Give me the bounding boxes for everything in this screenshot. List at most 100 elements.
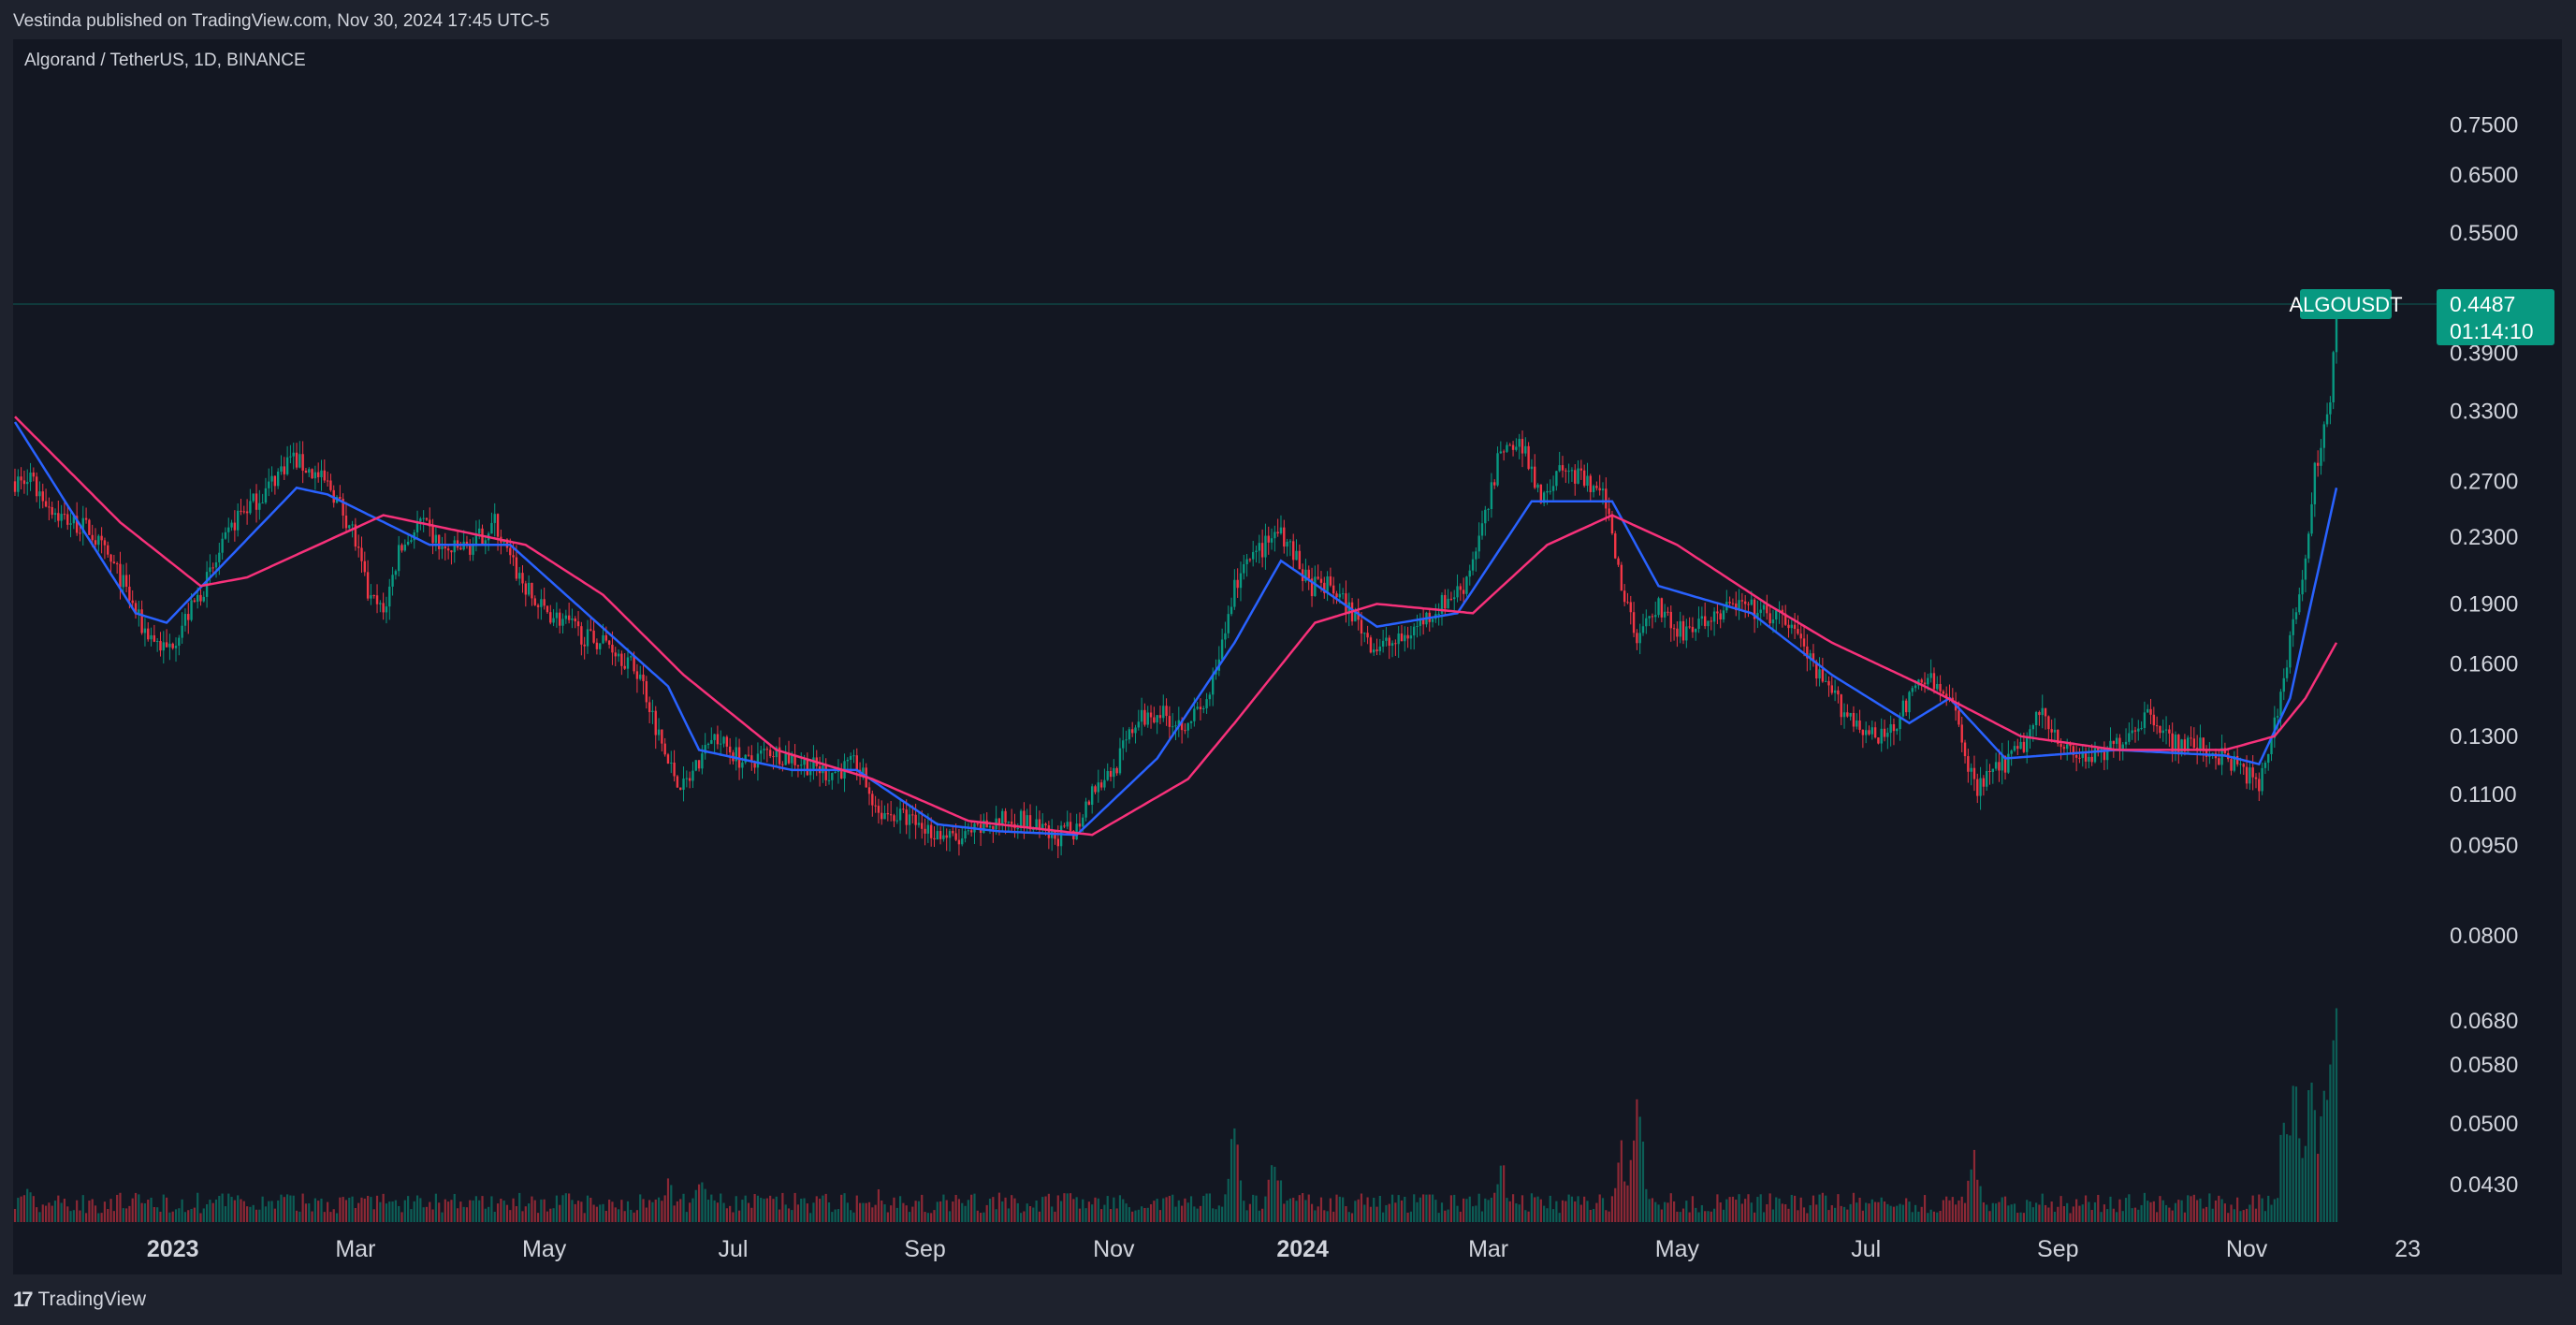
volume-bar bbox=[505, 1204, 509, 1222]
volume-bar bbox=[375, 1195, 379, 1222]
candle-body bbox=[648, 702, 651, 712]
volume-bar bbox=[1258, 1210, 1260, 1222]
volume-bar bbox=[2010, 1204, 2013, 1222]
volume-bar bbox=[1477, 1193, 1480, 1222]
price-axis-label: 0.2700 bbox=[2450, 469, 2518, 494]
candle-body bbox=[1258, 543, 1261, 551]
volume-bar bbox=[1901, 1204, 1904, 1222]
candle-body bbox=[258, 502, 261, 510]
volume-bar bbox=[1149, 1203, 1153, 1222]
candle-body bbox=[580, 626, 583, 645]
candle-body bbox=[1153, 717, 1156, 723]
candle-body bbox=[1162, 706, 1165, 719]
candle-body bbox=[1447, 598, 1449, 609]
volume-bar bbox=[812, 1202, 815, 1222]
volume-bar bbox=[382, 1193, 385, 1222]
volume-bar bbox=[363, 1198, 366, 1222]
candle-body bbox=[651, 710, 654, 712]
volume-bar bbox=[982, 1212, 985, 1222]
volume-bar bbox=[1354, 1201, 1357, 1222]
candle-body bbox=[2031, 725, 2035, 730]
volume-bar bbox=[1329, 1198, 1332, 1222]
volume-bar bbox=[661, 1201, 663, 1222]
candle-body bbox=[94, 540, 97, 546]
candle-body bbox=[1899, 716, 1901, 730]
time-axis[interactable]: 2023 Mar May Jul Sep Nov 2024 Mar May Jul Sep Nov 23 bbox=[147, 1236, 2421, 1262]
candle-body bbox=[410, 540, 413, 542]
volume-bar bbox=[760, 1198, 763, 1222]
volume-bar bbox=[398, 1205, 400, 1222]
candle-body bbox=[1561, 465, 1565, 471]
candle-body bbox=[233, 522, 237, 531]
candle-body bbox=[1846, 712, 1849, 717]
volume-bar bbox=[877, 1189, 880, 1222]
price-axis[interactable]: 0.75000.65000.55000.39000.33000.27000.23… bbox=[2450, 112, 2518, 1198]
volume-bar bbox=[846, 1202, 849, 1222]
volume-bar bbox=[1660, 1209, 1663, 1222]
candle-body bbox=[245, 511, 249, 514]
candle-body bbox=[199, 594, 202, 602]
volume-bar bbox=[533, 1200, 536, 1222]
candle-body bbox=[1914, 685, 1917, 689]
volume-bar bbox=[429, 1201, 431, 1222]
candle-body bbox=[1991, 768, 1995, 772]
volume-bar bbox=[1338, 1196, 1341, 1222]
candle-body bbox=[939, 831, 942, 839]
candle-body bbox=[2285, 667, 2289, 678]
volume-bar bbox=[313, 1198, 316, 1222]
volume-bar bbox=[2310, 1082, 2313, 1222]
volume-bar bbox=[720, 1193, 722, 1222]
volume-bar bbox=[673, 1205, 676, 1222]
candle-body bbox=[2026, 736, 2029, 752]
volume-bar bbox=[1558, 1213, 1561, 1222]
volume-bar bbox=[2059, 1196, 2062, 1222]
volume-bar bbox=[264, 1206, 268, 1222]
candle-body bbox=[2143, 712, 2147, 728]
volume-bar bbox=[447, 1201, 450, 1222]
volume-bar bbox=[2050, 1201, 2053, 1222]
volume-bar bbox=[339, 1197, 342, 1222]
candle-body bbox=[202, 596, 205, 602]
candle-body bbox=[196, 594, 199, 603]
candle-body bbox=[1759, 609, 1762, 614]
candle-body bbox=[1260, 543, 1264, 558]
volume-bar bbox=[2112, 1208, 2115, 1222]
candle-body bbox=[2320, 447, 2322, 466]
volume-bar bbox=[1697, 1212, 1700, 1222]
candle-body bbox=[2038, 711, 2041, 716]
candle-body bbox=[178, 637, 181, 647]
volume-bar bbox=[1740, 1203, 1743, 1222]
candle-body bbox=[181, 625, 183, 638]
candle-body bbox=[122, 575, 124, 588]
candle-body bbox=[1158, 715, 1162, 719]
candle-body bbox=[778, 747, 781, 764]
candle-body bbox=[1629, 602, 1632, 613]
volume-bar bbox=[453, 1193, 456, 1222]
volume-bar bbox=[1060, 1201, 1063, 1222]
tradingview-logo[interactable]: 17 TradingView bbox=[13, 1288, 146, 1312]
candle-body bbox=[1248, 559, 1252, 561]
volume-bar bbox=[1638, 1116, 1641, 1222]
candle-body bbox=[1137, 721, 1141, 728]
candle-body bbox=[793, 755, 796, 765]
volume-bar bbox=[691, 1198, 694, 1222]
volume-bar bbox=[459, 1201, 462, 1222]
volume-bar bbox=[1731, 1196, 1735, 1222]
volume-bar bbox=[1842, 1206, 1846, 1222]
candle-body bbox=[2001, 755, 2003, 771]
candle-body bbox=[559, 612, 561, 626]
volume-bar bbox=[784, 1204, 787, 1222]
volume-bar bbox=[2072, 1206, 2074, 1222]
candle-body bbox=[1168, 716, 1172, 727]
volume-bar bbox=[623, 1211, 626, 1222]
volume-bar bbox=[1363, 1204, 1366, 1222]
candle-body bbox=[2088, 756, 2090, 762]
candle-body bbox=[1475, 551, 1477, 560]
volume-bar bbox=[240, 1199, 242, 1222]
volume-bar bbox=[2109, 1196, 2112, 1222]
candle-body bbox=[1638, 633, 1641, 644]
candle-body bbox=[1477, 535, 1480, 552]
volume-bar bbox=[354, 1208, 357, 1222]
candlestick-series bbox=[13, 304, 2338, 859]
